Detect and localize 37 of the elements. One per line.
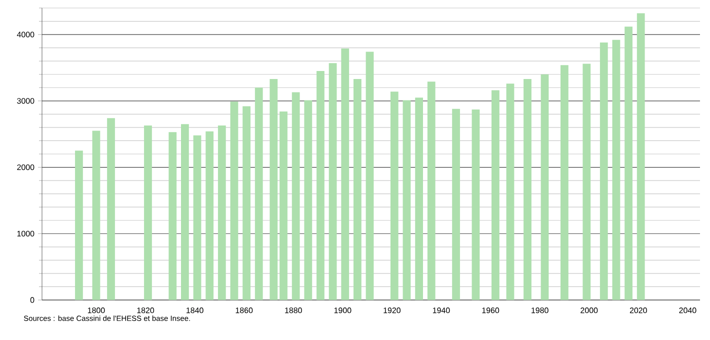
bar <box>292 92 300 300</box>
bar <box>218 125 226 300</box>
bar <box>354 79 362 300</box>
bar <box>506 84 514 300</box>
bar <box>560 65 568 300</box>
bar <box>75 150 83 300</box>
bar <box>540 74 549 300</box>
bar <box>341 48 350 300</box>
bar <box>328 63 337 300</box>
bar <box>427 82 436 300</box>
bar <box>180 124 189 300</box>
bar <box>230 102 238 300</box>
bar <box>92 130 100 300</box>
bar <box>582 64 591 300</box>
bar <box>636 13 645 300</box>
bar <box>316 71 324 300</box>
bar <box>107 118 115 300</box>
bar <box>402 100 411 300</box>
bar <box>600 42 608 300</box>
bar <box>452 108 460 300</box>
bar <box>390 92 398 300</box>
bar <box>206 131 214 300</box>
bar <box>624 26 632 300</box>
bar <box>270 79 278 300</box>
bar <box>612 40 620 300</box>
bar <box>168 132 177 300</box>
bar <box>524 79 532 300</box>
bar <box>254 88 263 300</box>
bar <box>304 100 312 300</box>
bar <box>366 52 374 300</box>
bar <box>280 112 288 300</box>
bar <box>193 135 202 300</box>
bar <box>492 90 500 300</box>
bar <box>415 98 424 300</box>
bar <box>242 106 250 300</box>
bar <box>472 110 480 300</box>
bar <box>144 125 152 300</box>
